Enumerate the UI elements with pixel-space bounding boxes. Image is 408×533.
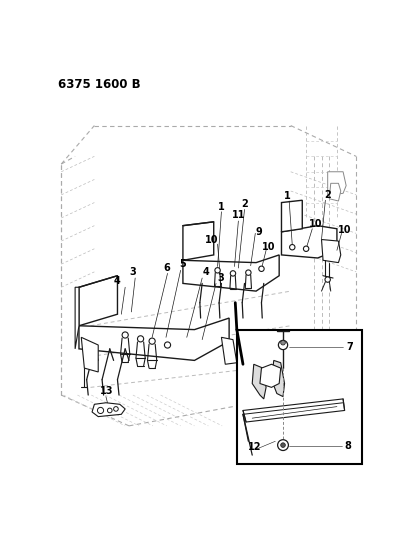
Text: 10: 10 xyxy=(338,224,351,235)
Text: 1: 1 xyxy=(218,202,225,212)
Polygon shape xyxy=(222,337,237,364)
Circle shape xyxy=(164,342,171,348)
Text: 2: 2 xyxy=(241,199,248,209)
Polygon shape xyxy=(81,337,98,372)
Text: 2: 2 xyxy=(324,190,331,200)
Text: 7: 7 xyxy=(346,342,353,352)
Polygon shape xyxy=(79,276,118,326)
Circle shape xyxy=(281,341,285,345)
Polygon shape xyxy=(328,172,346,195)
Polygon shape xyxy=(79,318,229,360)
Polygon shape xyxy=(329,183,341,201)
Circle shape xyxy=(230,271,236,276)
Polygon shape xyxy=(271,360,284,397)
Bar xyxy=(237,329,361,464)
Polygon shape xyxy=(322,239,341,263)
Circle shape xyxy=(281,443,285,447)
Polygon shape xyxy=(243,399,345,422)
Text: 3: 3 xyxy=(129,267,136,277)
Text: 4: 4 xyxy=(202,267,209,277)
Text: 12: 12 xyxy=(248,442,262,453)
Text: 5: 5 xyxy=(179,259,186,269)
Circle shape xyxy=(98,407,104,414)
Text: 4: 4 xyxy=(113,276,120,286)
Text: 9: 9 xyxy=(255,227,262,237)
Polygon shape xyxy=(75,287,79,349)
Text: 6: 6 xyxy=(164,263,171,273)
Polygon shape xyxy=(282,200,302,232)
Text: 10: 10 xyxy=(308,219,322,229)
Circle shape xyxy=(215,268,220,273)
Text: 10: 10 xyxy=(206,235,219,245)
Polygon shape xyxy=(282,225,337,258)
Text: 1: 1 xyxy=(284,191,290,201)
Circle shape xyxy=(107,408,112,413)
Text: 3: 3 xyxy=(217,273,224,283)
Circle shape xyxy=(259,266,264,271)
Circle shape xyxy=(277,440,288,450)
Text: 11: 11 xyxy=(232,210,245,220)
Circle shape xyxy=(304,246,309,252)
Circle shape xyxy=(325,277,330,282)
Text: 6375 1600 B: 6375 1600 B xyxy=(58,78,141,91)
Polygon shape xyxy=(92,403,125,417)
Polygon shape xyxy=(183,222,214,260)
Polygon shape xyxy=(183,255,279,291)
Polygon shape xyxy=(252,364,266,399)
Circle shape xyxy=(122,332,128,338)
Circle shape xyxy=(246,270,251,276)
Text: 8: 8 xyxy=(345,441,352,451)
Text: 13: 13 xyxy=(100,386,113,396)
Circle shape xyxy=(290,245,295,250)
Polygon shape xyxy=(260,364,281,387)
Circle shape xyxy=(113,407,118,411)
Circle shape xyxy=(149,338,155,344)
Text: 10: 10 xyxy=(262,242,276,252)
Circle shape xyxy=(278,341,288,350)
Circle shape xyxy=(137,336,144,342)
